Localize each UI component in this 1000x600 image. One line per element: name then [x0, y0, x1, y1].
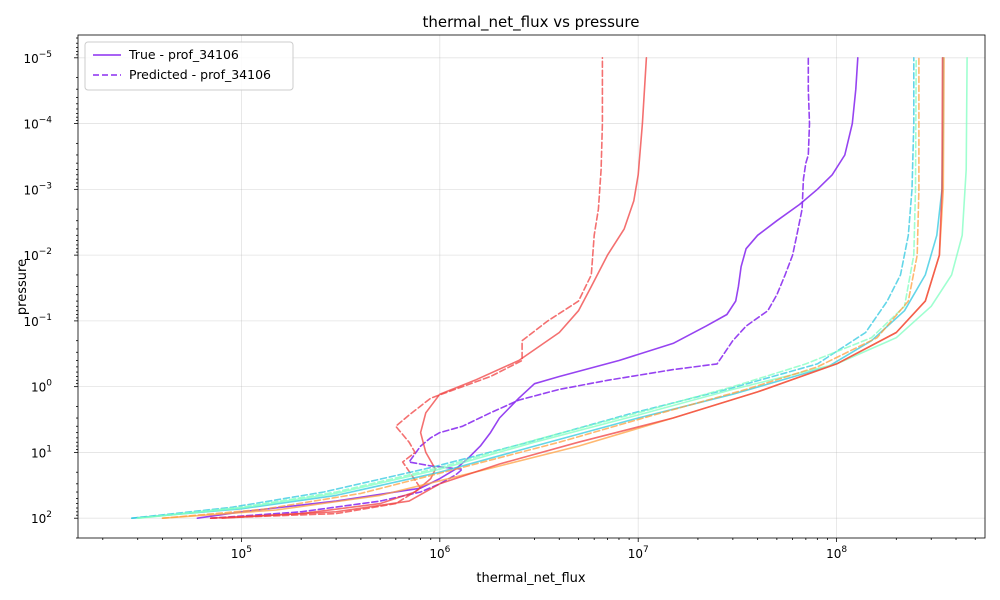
y-tick-label: 100	[31, 379, 52, 395]
series-line-11-true	[209, 57, 944, 519]
x-axis: 105 106 107 108	[102, 538, 976, 561]
legend-box	[84, 41, 294, 91]
series-line-10-predicted	[161, 57, 920, 519]
series-line-6-predicted	[131, 57, 915, 519]
series-line-1-true	[196, 57, 859, 519]
x-tick-label: 106	[429, 545, 450, 561]
legend-label-1: True - prof_34106	[128, 47, 239, 62]
series-line-8-predicted	[136, 57, 917, 519]
x-tick-label: 108	[826, 545, 847, 561]
y-axis: 102 101 100 10−1 10−2 10−3 10−4 10−5	[23, 37, 78, 539]
y-tick-label: 10−5	[23, 50, 52, 66]
plot-area	[131, 57, 968, 519]
chart-title: thermal_net_flux vs pressure	[423, 13, 640, 32]
x-axis-label: thermal_net_flux	[476, 571, 585, 586]
legend-label-2: Predicted - prof_34106	[129, 67, 271, 82]
x-tick-label: 107	[628, 545, 649, 561]
y-tick-label: 10−4	[23, 116, 52, 132]
y-tick-label: 102	[31, 510, 52, 526]
legend: True - prof_34106 Predicted - prof_34106	[84, 41, 294, 91]
y-tick-label: 10−2	[23, 247, 52, 263]
y-tick-label: 10−1	[23, 313, 52, 329]
y-tick-label: 10−3	[23, 181, 52, 197]
x-tick-label: 105	[231, 545, 252, 561]
y-tick-label: 101	[31, 444, 52, 460]
series-line-2-predicted	[209, 57, 811, 519]
grid	[78, 35, 985, 538]
y-axis-label: pressure	[15, 259, 30, 315]
